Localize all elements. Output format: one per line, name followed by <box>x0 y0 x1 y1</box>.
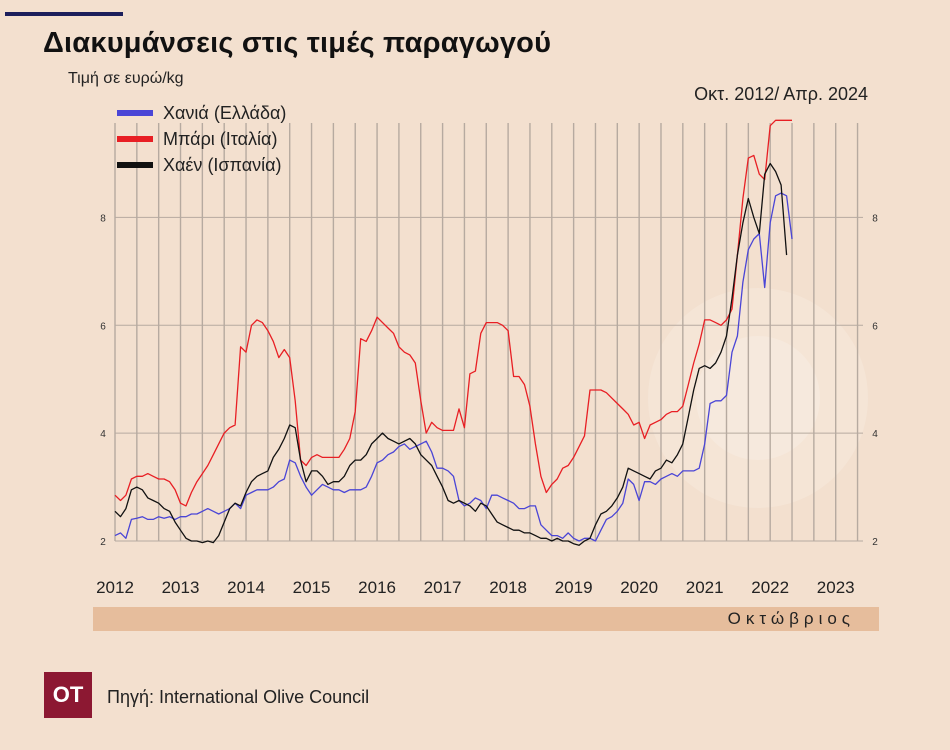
chart-title: Διακυμάνσεις στις τιμές παραγωγού <box>43 27 552 59</box>
y-tick-label-right: 4 <box>872 429 878 440</box>
y-tick-label-right: 8 <box>872 213 878 224</box>
period-label: Οκτ. 2012/ Απρ. 2024 <box>694 84 868 104</box>
y-tick-label-left: 4 <box>100 429 106 440</box>
month-label: Οκτώβριος <box>727 609 855 628</box>
x-tick-label: 2017 <box>424 578 462 597</box>
x-tick-label: 2023 <box>817 578 855 597</box>
source-note: Πηγή: International Olive Council <box>107 687 370 707</box>
x-tick-label: 2014 <box>227 578 265 597</box>
month-band: Οκτώβριος <box>93 607 879 631</box>
background-glow-inner <box>696 336 820 460</box>
x-tick-label: 2020 <box>620 578 658 597</box>
y-tick-label-right: 2 <box>872 537 878 548</box>
x-tick-label: 2012 <box>96 578 134 597</box>
x-tick-label: 2015 <box>293 578 331 597</box>
y-tick-label-right: 6 <box>872 321 878 332</box>
x-tick-label: 2019 <box>555 578 593 597</box>
series-line-1 <box>114 119 792 507</box>
legend-item-chania: Χανιά (Ελλάδα) <box>117 100 286 126</box>
legend-swatch-chania <box>117 110 153 116</box>
y-tick-label-left: 8 <box>100 213 106 224</box>
x-tick-label: 2022 <box>751 578 789 597</box>
series-line-2 <box>114 162 788 546</box>
legend-label-jaen: Χαέν (Ισπανία) <box>163 154 282 175</box>
legend-swatch-jaen <box>117 162 153 168</box>
legend-item-jaen: Χαέν (Ισπανία) <box>117 152 286 178</box>
x-tick-label: 2021 <box>686 578 724 597</box>
legend-label-chania: Χανιά (Ελλάδα) <box>163 102 287 123</box>
legend: Χανιά (Ελλάδα) Μπάρι (Ιταλία) Χαέν (Ισπα… <box>117 100 286 178</box>
y-tick-label-left: 6 <box>100 321 106 332</box>
x-tick-label: 2016 <box>358 578 396 597</box>
y-tick-label-left: 2 <box>100 537 106 548</box>
y-axis-label: Τιμή σε ευρώ/kg <box>68 70 184 87</box>
ot-logo: OT <box>44 672 92 718</box>
x-tick-label: 2018 <box>489 578 527 597</box>
x-tick-label: 2013 <box>162 578 200 597</box>
series-line-0 <box>114 192 793 542</box>
legend-label-bari: Μπάρι (Ιταλία) <box>163 128 278 149</box>
legend-item-bari: Μπάρι (Ιταλία) <box>117 126 286 152</box>
title-accent-bar <box>5 12 123 16</box>
legend-swatch-bari <box>117 136 153 142</box>
